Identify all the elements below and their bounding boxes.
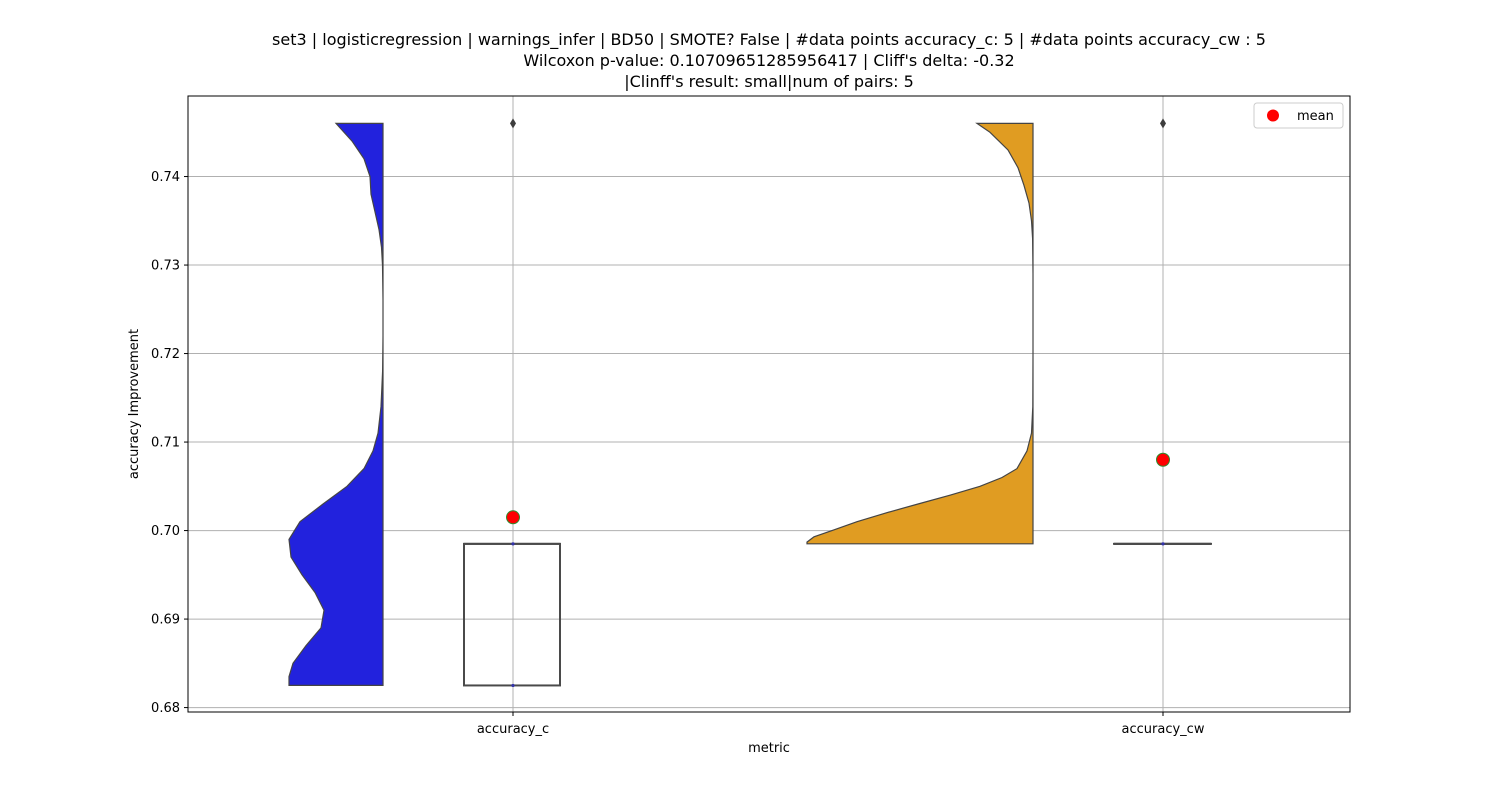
box-accuracy_c xyxy=(463,542,561,687)
legend-box xyxy=(1253,102,1344,129)
violin-accuracy_cw xyxy=(806,122,1034,545)
y-tick-label: 0.68 xyxy=(151,701,180,716)
axis-layer: 0.68 0.69 0.70 0.71 0.72 0.73 0.74 accuracy_c ac… xyxy=(151,170,1205,737)
x-axis-label: metric xyxy=(748,741,790,756)
y-tick-label: 0.71 xyxy=(151,436,180,451)
quartile-point xyxy=(511,683,515,688)
chart-title-line-1: set3 | logisticregression | warnings_inf… xyxy=(272,30,1266,49)
mean-marker-accuracy_c xyxy=(506,510,520,525)
legend-mean-label: mean xyxy=(1297,109,1334,124)
y-tick-label: 0.70 xyxy=(151,524,180,539)
plot-frame xyxy=(187,95,1351,713)
outlier-point xyxy=(510,118,516,129)
outlier-point xyxy=(1160,118,1166,129)
violin-accuracy_c xyxy=(288,122,384,686)
quartile-point xyxy=(1161,542,1165,546)
x-tick-label: accuracy_c xyxy=(477,722,549,737)
quartile-point xyxy=(511,542,515,546)
y-axis-label: accuracy Improvement xyxy=(127,329,142,479)
chart-title-line-2: Wilcoxon p-value: 0.10709651285956417 | … xyxy=(523,51,1015,70)
mean-marker-accuracy_cw xyxy=(1156,452,1170,467)
y-tick-label: 0.73 xyxy=(151,259,180,274)
legend-mean-marker xyxy=(1267,109,1279,122)
mark-layer xyxy=(288,118,1212,688)
chart-title-line-3: |Clinff's result: small|num of pairs: 5 xyxy=(624,72,914,91)
legend: mean xyxy=(1253,102,1344,129)
y-tick-label: 0.74 xyxy=(151,170,180,185)
y-tick-label: 0.72 xyxy=(151,347,180,362)
x-tick-label: accuracy_cw xyxy=(1122,722,1205,737)
y-tick-label: 0.69 xyxy=(151,613,180,628)
